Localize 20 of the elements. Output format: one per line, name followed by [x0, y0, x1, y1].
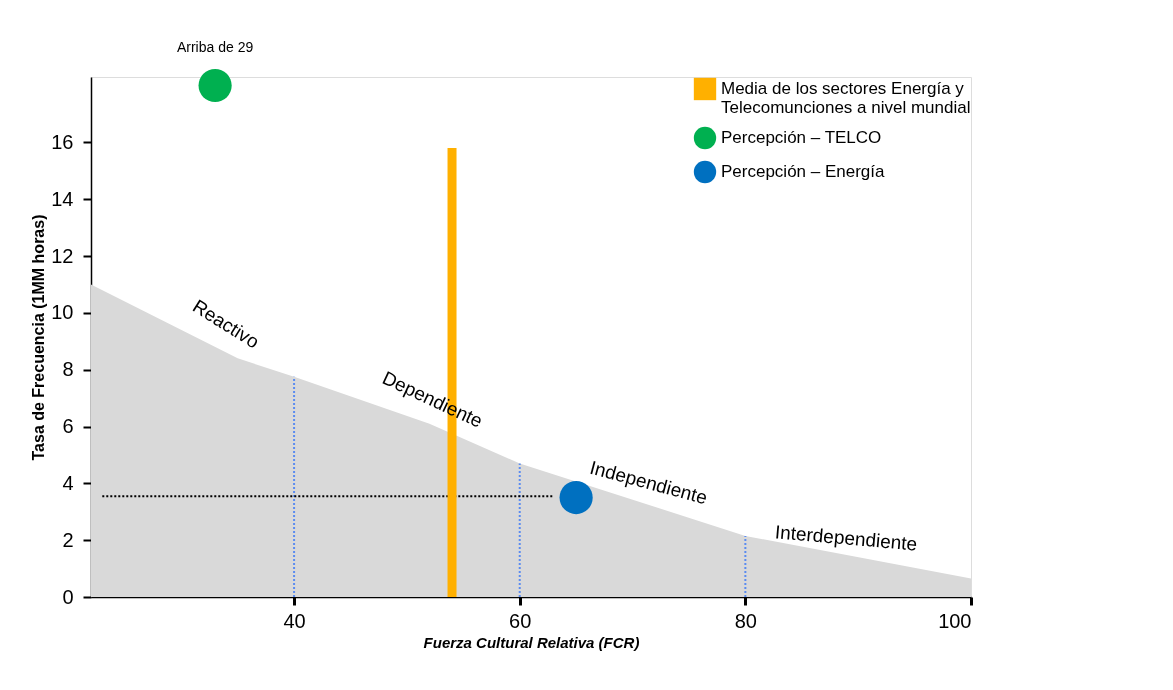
x-tick-label: 80 — [734, 609, 757, 632]
legend-label: Percepción – Energía — [721, 162, 886, 181]
x-tick-label: 100 — [938, 609, 972, 632]
y-tick-label: 6 — [62, 415, 74, 438]
y-tick-label: 10 — [51, 301, 74, 324]
y-tick-label: 2 — [62, 528, 74, 551]
x-tick-label: 40 — [283, 609, 306, 632]
legend-label: Media de los sectores Energía y Telecomunciones a nivel mundial — [721, 79, 971, 117]
annotation: Arriba de 29 — [176, 38, 254, 55]
x-axis-title: Fuerza Cultural Relativa (FCR) — [423, 633, 640, 651]
y-tick-label: 0 — [62, 585, 74, 608]
x-tick-label: 60 — [509, 609, 532, 632]
y-tick-label: 14 — [51, 187, 74, 210]
legend-label: Percepción – TELCO — [721, 128, 882, 147]
annotation: Interdependiente — [774, 521, 919, 555]
y-tick-label: 4 — [62, 471, 74, 494]
y-axis-title: Tasa de Frecuencia (1MM horas) — [30, 214, 48, 461]
y-tick-label: 16 — [51, 130, 74, 153]
y-tick-label: 8 — [62, 358, 74, 381]
y-tick-label: 12 — [51, 244, 74, 267]
